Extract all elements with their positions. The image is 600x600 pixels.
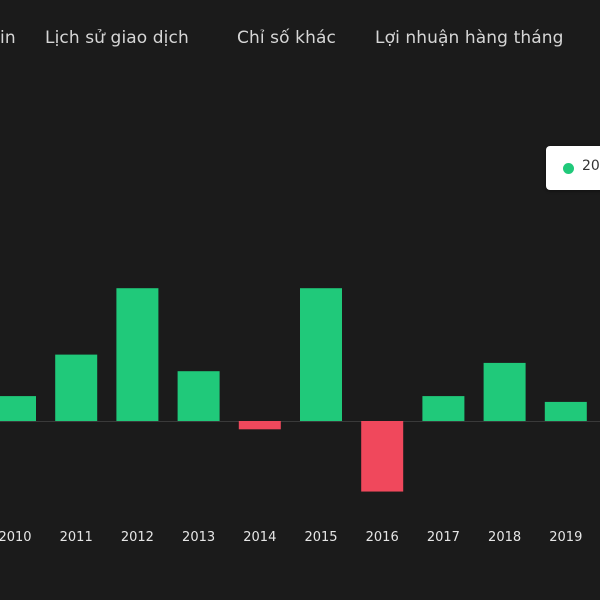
- x-tick-label-2014: 2014: [243, 530, 276, 545]
- bars-group: [0, 288, 587, 492]
- bar-2011[interactable]: [55, 354, 98, 421]
- bar-2010[interactable]: [0, 396, 36, 421]
- bar-2013[interactable]: [177, 371, 220, 421]
- legend[interactable]: 20: [546, 146, 600, 190]
- x-tick-label-2011: 2011: [60, 530, 93, 545]
- bar-2018[interactable]: [483, 362, 526, 421]
- bar-2019[interactable]: [544, 401, 587, 421]
- bar-2014[interactable]: [238, 421, 281, 430]
- tab-other-metrics[interactable]: Chỉ số khác: [237, 28, 336, 48]
- tab-monthly-profit[interactable]: Lợi nhuận hàng tháng: [375, 28, 564, 48]
- x-tick-label-2012: 2012: [121, 530, 154, 545]
- tab-overview[interactable]: in: [0, 28, 16, 48]
- bar-2015[interactable]: [300, 288, 342, 421]
- x-tick-label-2013: 2013: [182, 530, 215, 545]
- legend-label: 20: [582, 158, 600, 174]
- x-tick-label-2010: 2010: [0, 530, 32, 545]
- bar-2017[interactable]: [422, 396, 465, 421]
- tab-trading-history[interactable]: Lịch sử giao dịch: [45, 28, 189, 48]
- x-tick-label-2019: 2019: [549, 530, 582, 545]
- legend-marker-icon: [563, 163, 574, 174]
- x-tick-label-2016: 2016: [366, 530, 399, 545]
- tab-bar: in Lịch sử giao dịch Chỉ số khác Lợi nhu…: [0, 28, 600, 60]
- x-tick-label-2015: 2015: [304, 530, 337, 545]
- x-ticks-group: 2010 2011 2012 2013 2014 2015 2016 2017 2018 2019: [0, 530, 582, 545]
- x-tick-label-2018: 2018: [488, 530, 521, 545]
- x-tick-label-2017: 2017: [427, 530, 460, 545]
- bar-2016[interactable]: [361, 421, 404, 492]
- bar-2012[interactable]: [116, 288, 159, 421]
